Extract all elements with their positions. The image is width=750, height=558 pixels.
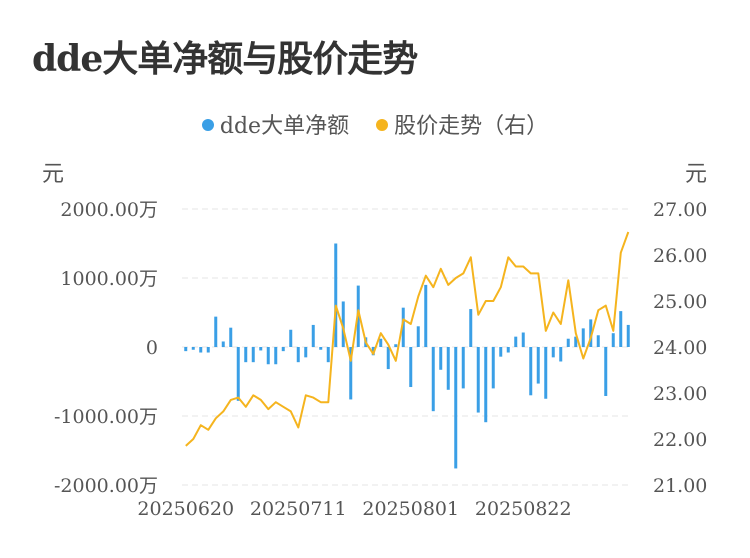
dde-bar[interactable] [521,332,525,347]
right-tick-label: 23.00 [653,383,707,405]
left-axis-unit: 元 [42,162,65,187]
dde-bar[interactable] [296,347,300,363]
right-tick-label: 22.00 [653,429,707,451]
x-axis: 20250620 20250711 20250801 20250822 [137,498,571,520]
dde-bar[interactable] [506,347,510,353]
dde-bar[interactable] [536,347,540,384]
legend-dot-price-icon [376,119,389,131]
dde-bar[interactable] [409,347,413,388]
dde-bar[interactable] [214,316,218,347]
dde-bar[interactable] [199,347,203,353]
dde-bar[interactable] [589,319,593,347]
right-axis-unit: 元 [685,162,708,187]
bar-series [184,243,630,469]
line-series [185,231,630,447]
left-tick-label: 2000.00万 [60,199,158,221]
legend: dde大单净额 股价走势（右） [0,108,750,140]
dde-bar[interactable] [484,347,488,423]
dde-bar[interactable] [274,347,278,365]
dde-bar[interactable] [191,347,195,350]
dde-bar[interactable] [334,243,338,348]
dde-bar[interactable] [559,347,563,362]
dde-bar[interactable] [394,344,398,347]
dde-bar[interactable] [424,284,428,347]
dde-bar[interactable] [551,347,555,358]
dde-bar[interactable] [499,347,503,357]
right-tick-label: 21.00 [653,475,707,497]
dde-bar[interactable] [379,338,383,347]
dde-bar[interactable] [386,347,390,370]
dde-bar[interactable] [626,324,630,347]
dde-bar[interactable] [236,347,240,401]
legend-label-dde: dde大单净额 [219,114,350,139]
dde-bar[interactable] [311,324,315,347]
right-tick-label: 24.00 [653,337,707,359]
left-tick-label: -1000.00万 [54,406,158,428]
right-axis: 27.00 26.00 25.00 24.00 23.00 22.00 21.00 [653,199,707,497]
dde-bar[interactable] [341,301,345,347]
left-tick-label: -2000.00万 [54,475,158,497]
dde-bar[interactable] [259,347,263,351]
price-line[interactable] [185,231,630,447]
legend-dot-dde-icon [201,119,214,131]
grid-layer [182,208,632,486]
dde-bar[interactable] [604,347,608,396]
left-axis: 2000.00万 1000.00万 0 -1000.00万 -2000.00万 [54,199,158,497]
dde-bar[interactable] [544,347,548,399]
dde-bar[interactable] [461,347,465,389]
dde-bar[interactable] [491,347,495,389]
dde-bar[interactable] [304,347,308,358]
dde-bar[interactable] [326,347,330,363]
dde-bar[interactable] [416,326,420,347]
dde-bar[interactable] [221,341,225,347]
dde-bar[interactable] [446,347,450,390]
dde-bar[interactable] [581,328,585,347]
dde-bar[interactable] [469,309,473,347]
x-tick-label: 20250801 [362,498,459,520]
dde-bar[interactable] [251,347,255,363]
dde-bar[interactable] [229,327,233,347]
dde-bar[interactable] [349,347,353,400]
dde-bar[interactable] [439,347,443,370]
right-tick-label: 25.00 [653,291,707,313]
dde-bar[interactable] [596,335,600,347]
dde-bar[interactable] [281,347,285,352]
dde-bar[interactable] [401,307,405,347]
dde-bar[interactable] [454,347,458,469]
dde-bar[interactable] [266,347,270,365]
dde-bar[interactable] [206,347,210,353]
dde-bar[interactable] [244,347,248,363]
dde-bar[interactable] [566,338,570,347]
x-tick-label: 20250620 [137,498,234,520]
dde-bar[interactable] [319,347,323,350]
chart-title: dde大单净额与股价走势 [32,38,418,80]
dde-bar[interactable] [619,311,623,347]
dde-bar[interactable] [476,347,480,413]
dde-bar[interactable] [529,347,533,396]
x-tick-label: 20250711 [250,498,347,520]
dde-bar[interactable] [184,347,188,352]
left-tick-label: 1000.00万 [60,268,158,290]
dde-bar[interactable] [514,336,518,347]
legend-item-price[interactable]: 股价走势（右） [376,108,548,140]
right-tick-label: 27.00 [653,199,707,221]
x-tick-label: 20250822 [475,498,572,520]
left-tick-label: 0 [146,337,158,359]
dde-bar[interactable] [431,347,435,412]
right-tick-label: 26.00 [653,245,707,267]
legend-item-dde[interactable]: dde大单净额 [201,108,350,140]
legend-label-price: 股价走势（右） [394,114,549,139]
dde-bar[interactable] [611,333,615,347]
dde-bar[interactable] [574,336,578,347]
dde-bar[interactable] [289,329,293,347]
